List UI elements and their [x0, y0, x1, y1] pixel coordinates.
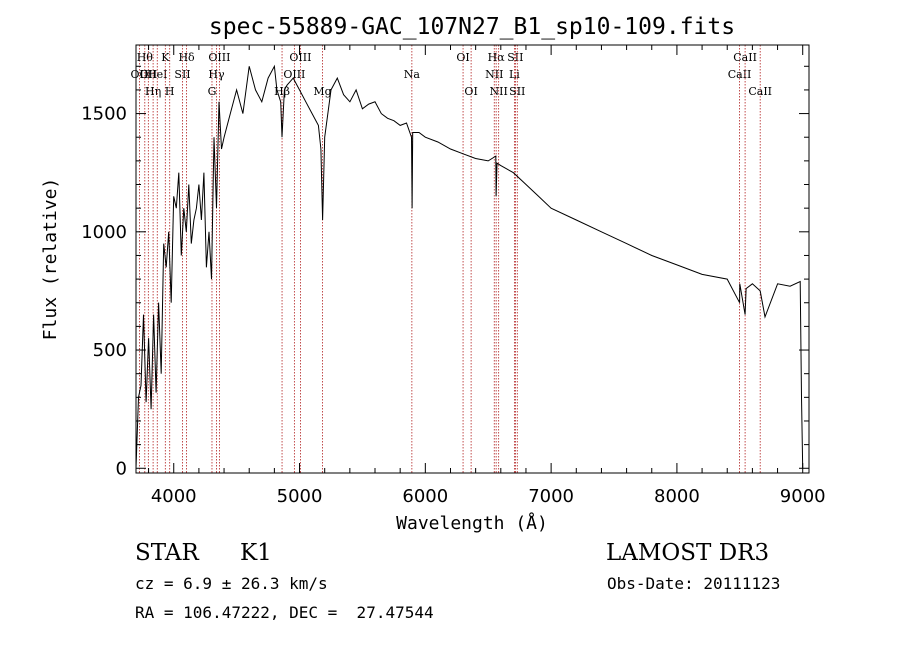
line-marker-label: Hα [488, 51, 506, 64]
coordinates: RA = 106.47222, DEC = 27.47544 [135, 603, 434, 622]
line-marker-label: Mg [313, 85, 331, 98]
line-marker-label: Hθ [137, 51, 154, 64]
x-tick-label: 9000 [780, 486, 826, 507]
y-tick-label: 500 [93, 340, 127, 361]
y-tick-label: 1500 [81, 104, 127, 125]
plot-frame [135, 44, 810, 474]
line-marker-label: CaII [728, 68, 752, 81]
object-class: STAR [135, 540, 199, 566]
line-marker-label: Hδ [178, 51, 195, 64]
line-marker-label: G [208, 85, 217, 98]
x-tick-label: 5000 [277, 486, 323, 507]
line-marker-label: SII [507, 51, 523, 64]
observation-date: Obs-Date: 20111123 [607, 574, 781, 593]
spectrum-line [135, 64, 804, 469]
line-marker-label: OII [131, 68, 149, 81]
object-subclass: K1 [240, 540, 272, 566]
line-marker-label: Hγ [208, 68, 225, 81]
line-marker-label: SII [509, 85, 525, 98]
x-tick-label: 7000 [528, 486, 574, 507]
line-marker-label: H [165, 85, 175, 98]
x-tick-label: 4000 [151, 486, 197, 507]
y-tick-label: 1000 [81, 222, 127, 243]
line-marker-label: NII [485, 68, 503, 81]
line-marker-label: Li [509, 68, 520, 81]
x-axis-label: Wavelength (Å) [396, 512, 548, 534]
line-marker-label: OI [464, 85, 477, 98]
line-marker-label: NII [490, 85, 508, 98]
chart-title: spec-55889-GAC_107N27_B1_sp10-109.fits [209, 14, 735, 40]
line-marker-label: Na [404, 68, 421, 81]
line-marker-label: OIII [289, 51, 311, 64]
line-marker-label: OIII [208, 51, 230, 64]
line-marker-label: SII [174, 68, 190, 81]
line-marker-label: OIII [283, 68, 305, 81]
y-tick-label: 0 [116, 458, 127, 479]
line-marker-label: OI [456, 51, 469, 64]
y-axis-label: Flux (relative) [40, 178, 61, 341]
x-tick-label: 6000 [402, 486, 448, 507]
survey-name: LAMOST DR3 [606, 540, 770, 566]
line-marker-label: OII [139, 68, 157, 81]
line-marker-label: Hη [145, 85, 161, 98]
line-marker-label: K [161, 51, 170, 64]
line-marker-label: HeI [147, 68, 167, 81]
x-tick-label: 8000 [654, 486, 700, 507]
line-marker-label: CaII [748, 85, 772, 98]
line-marker-label: CaII [733, 51, 757, 64]
redshift-cz: cz = 6.9 ± 26.3 km/s [135, 574, 328, 593]
